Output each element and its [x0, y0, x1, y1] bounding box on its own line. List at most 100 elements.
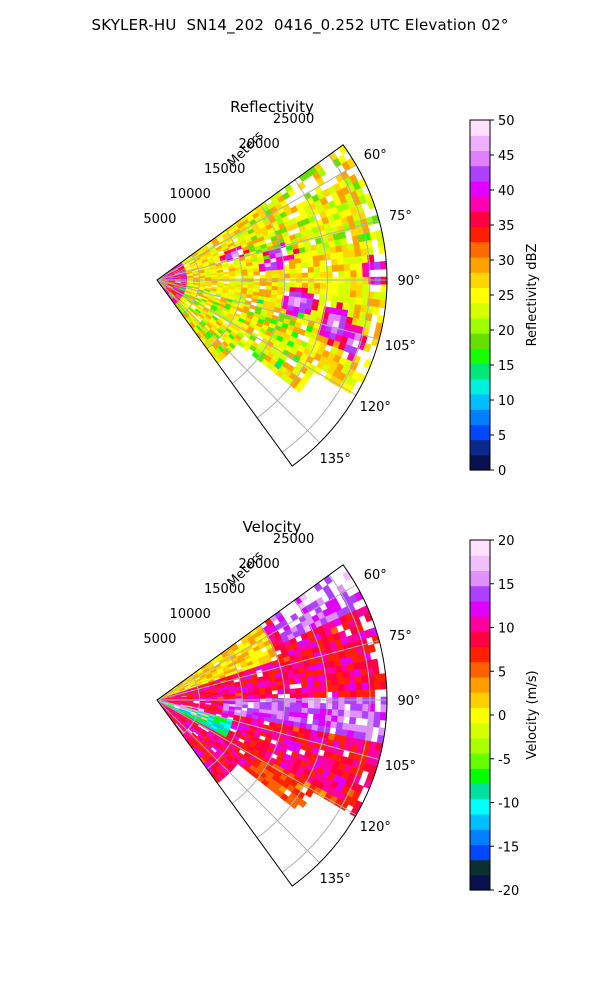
data-cell — [306, 256, 314, 263]
data-cell — [307, 708, 315, 715]
colorbar-swatch — [470, 859, 490, 876]
data-cell — [362, 696, 369, 705]
data-cell — [318, 294, 327, 302]
data-cell — [342, 670, 350, 679]
azimuth-gridline — [156, 584, 357, 701]
data-cell — [313, 708, 321, 715]
range-tick-label: 5000 — [143, 212, 176, 227]
data-cell — [331, 289, 339, 297]
data-cell — [355, 710, 363, 719]
data-cell — [271, 693, 279, 699]
data-cell — [313, 680, 321, 688]
range-ring — [231, 624, 286, 804]
data-cell — [313, 288, 321, 295]
data-cell — [336, 302, 344, 310]
colorbar: -20 -15 -10 -5 0 5 10 15 20 Velocity (m/s) — [469, 534, 540, 899]
colorbar-swatch — [470, 737, 490, 754]
colorbar-swatch — [470, 424, 490, 441]
data-cell — [373, 673, 381, 683]
data-cell — [372, 666, 380, 676]
data-cell — [350, 703, 357, 712]
azimuth-tick-label: 120° — [360, 400, 391, 415]
data-cell — [277, 689, 285, 695]
data-cell — [342, 722, 350, 731]
range-tick-label: 25000 — [273, 532, 314, 547]
data-cell — [362, 689, 370, 698]
data-cell — [295, 707, 303, 714]
range-tick-label: 15000 — [204, 162, 245, 177]
data-cell — [277, 273, 285, 279]
azimuth-tick-label: 60° — [364, 568, 387, 583]
data-cell — [301, 692, 309, 699]
data-cell — [336, 722, 344, 730]
data-cell — [356, 703, 363, 712]
colorbar-tick-label: 15 — [498, 578, 515, 593]
colorbar-tick-label: -5 — [498, 753, 511, 768]
data-cell — [355, 290, 363, 299]
data-cell — [229, 701, 236, 705]
colorbar-label: Reflectivity dBZ — [525, 244, 540, 347]
colorbar-swatch — [470, 707, 490, 724]
data-cell — [295, 272, 303, 279]
range-tick-label: 5000 — [143, 632, 176, 647]
data-cell — [344, 690, 351, 698]
data-cell — [332, 697, 339, 704]
azimuth-gridline — [156, 639, 380, 701]
data-cell — [330, 715, 339, 723]
data-cell — [318, 299, 326, 307]
data-cell — [319, 288, 327, 296]
data-cell — [289, 282, 297, 288]
data-cell — [354, 724, 362, 733]
colorbar-swatch — [470, 600, 490, 617]
data-cell — [361, 290, 369, 300]
colorbar-label: Velocity (m/s) — [525, 670, 540, 759]
data-cell — [373, 719, 381, 728]
data-cell — [356, 269, 364, 278]
azimuth-gridline — [156, 279, 357, 396]
data-cell — [264, 686, 272, 692]
data-cell — [337, 678, 345, 686]
colorbar-swatch — [470, 196, 490, 212]
colorbar-swatch — [470, 829, 490, 845]
data-cell — [374, 276, 382, 285]
data-cell — [379, 711, 387, 721]
data-cell — [336, 671, 344, 680]
data-cell — [380, 704, 388, 713]
data-cell — [319, 265, 327, 273]
colorbar-swatch — [470, 241, 490, 258]
data-cell — [360, 668, 368, 677]
data-cell — [304, 788, 314, 798]
data-cell — [360, 297, 369, 307]
data-cell — [265, 285, 273, 291]
data-cell — [301, 272, 309, 279]
data-cell — [344, 283, 351, 291]
data-cell — [362, 276, 369, 285]
data-cell — [370, 658, 379, 668]
data-cell — [350, 270, 357, 278]
data-cell — [354, 248, 362, 258]
data-cell — [289, 268, 297, 274]
colorbar-tick-label: 0 — [498, 464, 506, 479]
colorbar-swatch — [470, 631, 490, 648]
colorbar-tick-label: 5 — [498, 429, 506, 444]
data-cell — [205, 697, 212, 700]
colorbar-swatch — [470, 226, 490, 243]
range-tick-label: 20000 — [238, 557, 279, 572]
colorbar-swatch — [470, 317, 490, 334]
data-cell — [319, 271, 327, 279]
data-cell — [204, 284, 212, 287]
data-cell — [295, 702, 303, 709]
data-cell — [276, 265, 284, 271]
data-cell — [319, 708, 327, 716]
colorbar-tick-label: 0 — [498, 709, 506, 724]
data-cell — [361, 255, 369, 264]
data-cell — [313, 686, 321, 693]
data-cell — [344, 277, 351, 285]
data-cell — [271, 702, 279, 707]
data-cell — [287, 188, 296, 197]
colorbar-tick-label: 10 — [498, 622, 515, 637]
data-cell — [313, 266, 321, 273]
data-cell — [348, 303, 356, 312]
data-cell — [373, 681, 381, 690]
data-cell — [295, 692, 303, 699]
